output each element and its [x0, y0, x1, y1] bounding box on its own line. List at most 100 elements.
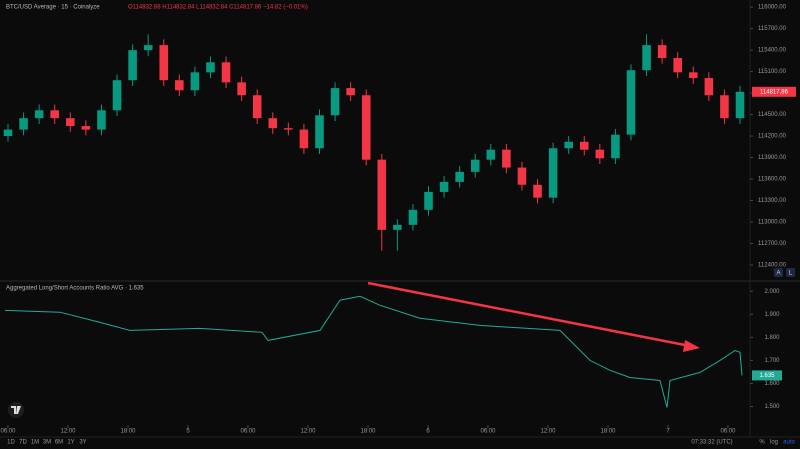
candle-body [50, 110, 60, 119]
candle-body [502, 149, 511, 168]
candle-body [704, 78, 714, 96]
x-tick-label: 5 [186, 429, 190, 435]
x-tick-label: 06:00 [240, 429, 256, 435]
x-tick-label: 7 [666, 429, 670, 435]
candle-body [221, 62, 231, 83]
scale-button-label[interactable]: L [789, 271, 793, 277]
x-tick-label: 6 [426, 429, 430, 435]
y-tick-label: 114200.00 [758, 134, 787, 140]
candle-body [595, 149, 605, 159]
ohlc-legend: O114832.88 H114832.84 L114832.84 C114817… [128, 5, 308, 11]
y-tick-label: 113600.00 [758, 177, 787, 183]
candle-body [564, 141, 573, 149]
candle-body [517, 167, 527, 185]
range-button[interactable]: 1D [7, 440, 15, 446]
candle-body [470, 159, 480, 172]
candle-body [361, 95, 371, 160]
candle-body [315, 115, 324, 149]
last-value-label: 1.635 [759, 373, 775, 379]
candle-body [346, 88, 355, 96]
last-price-label: 114817.86 [760, 89, 789, 95]
candle-body [688, 72, 698, 79]
candle-body [143, 45, 153, 51]
auto-toggle[interactable]: auto [783, 440, 795, 446]
x-tick-label: 12:00 [540, 429, 556, 435]
candle-body [408, 209, 418, 225]
candle-body [377, 159, 387, 230]
candle-body [206, 62, 215, 73]
candle-body [159, 45, 169, 81]
candle-body [190, 72, 200, 91]
x-tick-label: 12:00 [60, 429, 76, 435]
tv-logo [8, 402, 24, 418]
candle-body [611, 134, 620, 159]
x-tick-label: 06:00 [720, 429, 736, 435]
candle-body [455, 171, 464, 182]
y-tick-label: 1.800 [764, 335, 780, 341]
trend-arrow [367, 281, 700, 352]
indicator-title: Aggregated Long/Short Accounts Ratio AVG… [6, 286, 144, 292]
y-tick-label: 115100.00 [758, 69, 787, 75]
scale-button[interactable] [786, 268, 795, 277]
candle-body [112, 80, 122, 111]
x-tick-label: 18:00 [120, 429, 136, 435]
range-button[interactable]: 1Y [67, 440, 74, 446]
arrow-head [683, 340, 700, 352]
y-tick-label: 112700.00 [758, 241, 787, 247]
y-tick-label: 113900.00 [758, 155, 787, 161]
candle-body [735, 91, 745, 119]
y-tick-label: 113300.00 [758, 198, 787, 204]
candle-body [579, 141, 589, 150]
y-tick-label: 1.700 [764, 358, 780, 364]
candle-body [284, 128, 293, 130]
y-tick-label: 1.600 [764, 381, 780, 387]
candle-body [657, 45, 667, 59]
percent-toggle[interactable]: % [759, 440, 765, 446]
candle-body [424, 191, 433, 210]
candle-body [3, 129, 13, 137]
candle-body [175, 80, 184, 91]
y-tick-label: 1.500 [764, 404, 780, 410]
y-tick-label: 115400.00 [758, 48, 787, 54]
arrow-shaft [367, 281, 691, 348]
candle-body [252, 95, 262, 119]
range-button[interactable]: 6M [55, 440, 63, 446]
candle-body [642, 45, 651, 71]
candle-body [237, 82, 246, 96]
candle-body [533, 184, 542, 198]
candle-body [128, 50, 137, 81]
x-tick-label: 06:00 [480, 429, 496, 435]
candle-body [486, 149, 496, 160]
range-button[interactable]: 7D [19, 440, 27, 446]
candle-body [626, 70, 636, 135]
candle-body [299, 129, 309, 149]
x-tick-label: 06:00 [0, 429, 16, 435]
x-tick-label: 18:00 [600, 429, 616, 435]
candle-body [673, 58, 682, 73]
log-toggle[interactable]: log [770, 440, 778, 446]
range-button[interactable]: 3M [43, 440, 51, 446]
candle-body [720, 95, 729, 119]
candle-body [81, 126, 91, 130]
clock: 07:33:32 (UTC) [691, 440, 732, 446]
logo-glyph [11, 406, 21, 414]
x-tick-label: 12:00 [300, 429, 316, 435]
last-price-box [752, 86, 796, 97]
scale-button[interactable] [774, 268, 783, 277]
range-button[interactable]: 1M [31, 440, 39, 446]
y-tick-label: 116000.00 [758, 5, 787, 11]
candle-body [548, 148, 558, 198]
x-tick-label: 18:00 [360, 429, 376, 435]
candle-body [66, 118, 75, 127]
chart-title: BTC/USD Average · 15 · Coinalyze [6, 5, 100, 11]
candle-body [330, 88, 340, 116]
y-tick-label: 2.000 [764, 289, 780, 295]
scale-button-label[interactable]: A [776, 271, 780, 277]
candle-body [34, 110, 44, 119]
candle-body [19, 118, 28, 130]
range-button[interactable]: 3Y [79, 440, 86, 446]
ratio-line [4, 295, 743, 408]
candle-body [439, 181, 449, 192]
candle-body [268, 118, 278, 129]
